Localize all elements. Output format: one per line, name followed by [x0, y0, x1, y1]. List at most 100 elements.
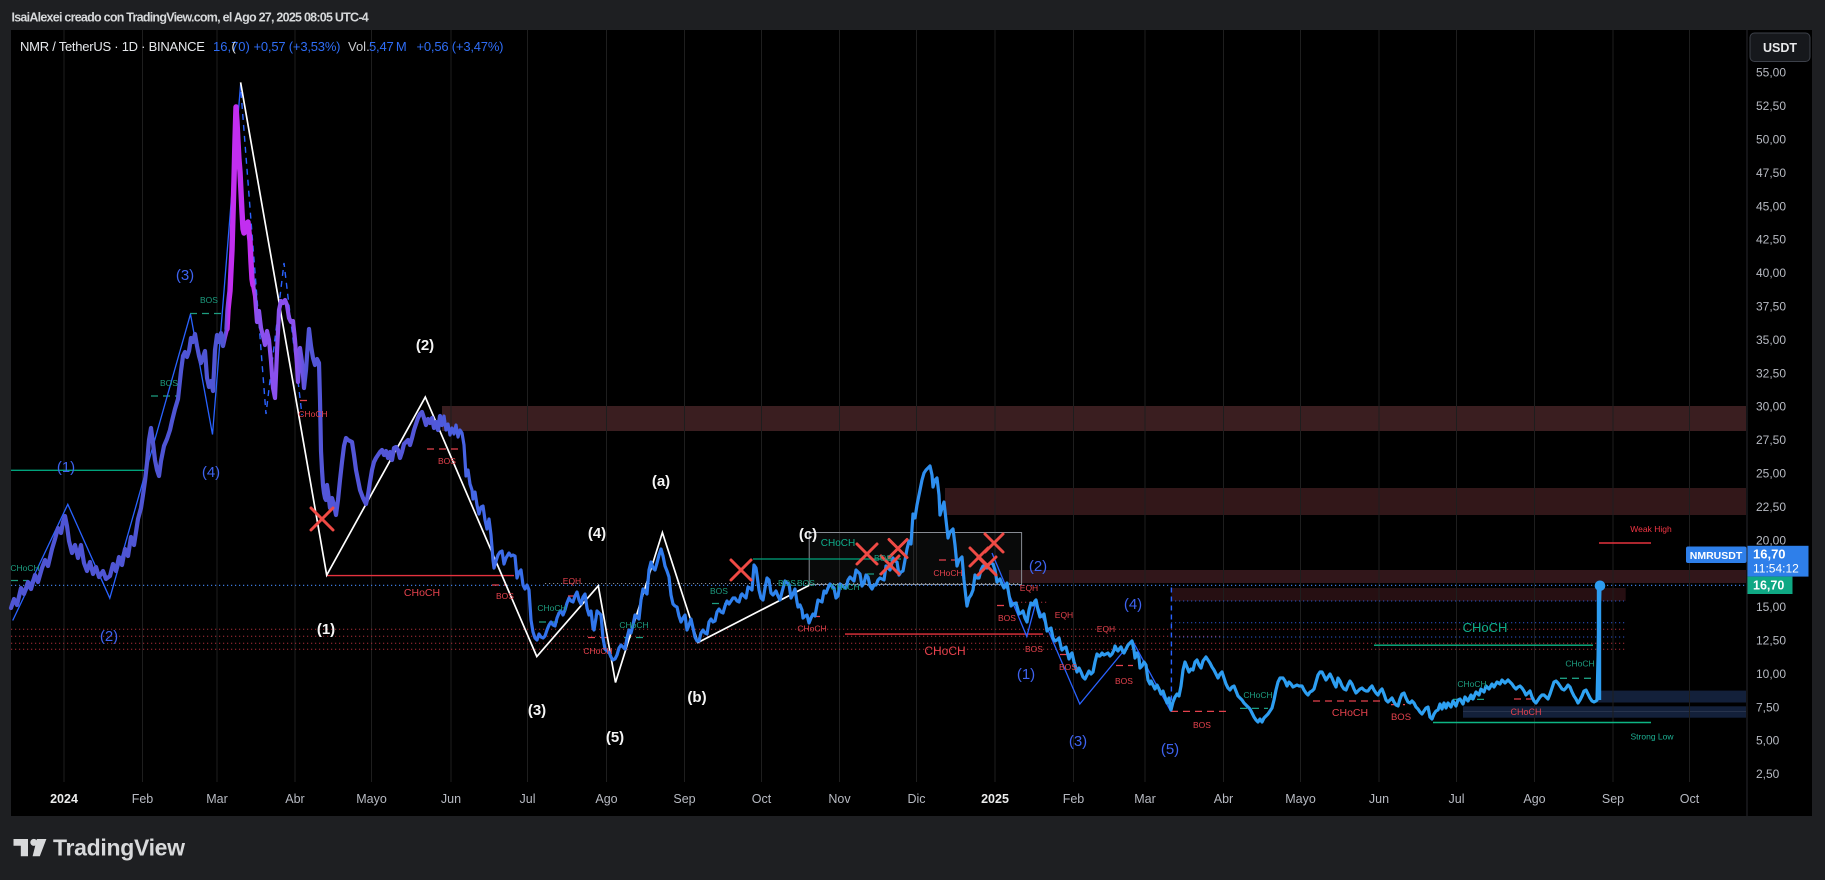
svg-text:Abr: Abr [1214, 792, 1233, 806]
svg-text:Jun: Jun [441, 792, 461, 806]
svg-text:16,70: 16,70 [1753, 547, 1786, 562]
svg-text:EQH: EQH [1055, 610, 1073, 620]
svg-text:EQH: EQH [1020, 583, 1038, 593]
svg-text:2025: 2025 [981, 792, 1009, 806]
svg-text:(: ( [232, 39, 237, 54]
svg-text:Oct: Oct [1680, 792, 1700, 806]
svg-text:CHoCH: CHoCH [1332, 707, 1368, 719]
svg-text:10,00: 10,00 [1756, 667, 1786, 681]
svg-text:15,00: 15,00 [1756, 600, 1786, 614]
svg-text:BOS: BOS [797, 578, 815, 588]
svg-text:+0,56 (+3,47%): +0,56 (+3,47%) [417, 39, 504, 54]
svg-text:11:54:12: 11:54:12 [1753, 562, 1799, 576]
svg-text:TradingView: TradingView [53, 835, 185, 861]
svg-text:CHoCH: CHoCH [583, 646, 612, 656]
svg-text:Feb: Feb [132, 792, 154, 806]
svg-text:16,70: 16,70 [1753, 579, 1784, 593]
svg-text:(4): (4) [1124, 596, 1142, 613]
svg-text:Jul: Jul [1449, 792, 1465, 806]
svg-text:BOS: BOS [1059, 662, 1077, 672]
svg-text:CHoCH: CHoCH [404, 587, 440, 599]
svg-text:BOS: BOS [1115, 676, 1133, 686]
svg-text:CHoCH: CHoCH [298, 409, 327, 419]
svg-text:32,50: 32,50 [1756, 366, 1786, 380]
svg-text:Weak High: Weak High [1630, 524, 1672, 534]
svg-text:5,47 M: 5,47 M [369, 39, 407, 54]
svg-text:+0,57 (+3,53%): +0,57 (+3,53%) [254, 39, 341, 54]
svg-text:Oct: Oct [752, 792, 772, 806]
svg-text:Mayo: Mayo [1285, 792, 1316, 806]
svg-text:CHoCH: CHoCH [537, 603, 566, 613]
svg-text:16,70): 16,70) [213, 39, 250, 54]
svg-text:IsaiAlexei creado con TradingV: IsaiAlexei creado con TradingView.com, e… [12, 11, 369, 25]
svg-text:Feb: Feb [1063, 792, 1085, 806]
svg-text:7,50: 7,50 [1756, 700, 1780, 714]
svg-text:(1): (1) [317, 621, 335, 638]
svg-text:CHoCH: CHoCH [1510, 707, 1541, 717]
svg-text:30,00: 30,00 [1756, 400, 1786, 414]
svg-text:CHoCH: CHoCH [1463, 620, 1508, 635]
svg-text:Mar: Mar [206, 792, 228, 806]
svg-text:Dic: Dic [907, 792, 925, 806]
svg-text:55,00: 55,00 [1756, 66, 1786, 80]
svg-text:(4): (4) [202, 464, 220, 481]
svg-text:Ago: Ago [595, 792, 617, 806]
svg-text:35,00: 35,00 [1756, 333, 1786, 347]
svg-text:USDT: USDT [1763, 41, 1797, 55]
svg-text:Nov: Nov [828, 792, 851, 806]
svg-text:(a): (a) [652, 473, 670, 490]
svg-text:EQH: EQH [1097, 624, 1115, 634]
svg-text:(1): (1) [1017, 666, 1035, 683]
svg-text:5,00: 5,00 [1756, 734, 1780, 748]
svg-text:CHoCH: CHoCH [1457, 679, 1486, 689]
svg-text:Mar: Mar [1134, 792, 1156, 806]
svg-text:2,50: 2,50 [1756, 767, 1780, 781]
svg-text:52,50: 52,50 [1756, 99, 1786, 113]
svg-text:BOS: BOS [200, 295, 218, 305]
svg-text:40,00: 40,00 [1756, 266, 1786, 280]
svg-text:12,50: 12,50 [1756, 634, 1786, 648]
svg-text:BOS: BOS [998, 613, 1016, 623]
svg-text:CHoCH: CHoCH [924, 644, 965, 658]
svg-text:Jun: Jun [1369, 792, 1389, 806]
svg-text:50,00: 50,00 [1756, 133, 1786, 147]
svg-text:BOS: BOS [874, 553, 892, 563]
svg-text:BOS: BOS [1025, 644, 1043, 654]
svg-text:Abr: Abr [285, 792, 304, 806]
svg-text:(5): (5) [606, 729, 624, 746]
svg-text:NMRUSDT: NMRUSDT [1690, 550, 1743, 562]
svg-text:EQH: EQH [563, 576, 581, 586]
svg-text:Jul: Jul [520, 792, 536, 806]
svg-text:BOS: BOS [1193, 720, 1211, 730]
svg-text:Vol.: Vol. [348, 39, 370, 54]
svg-text:BOS: BOS [438, 456, 456, 466]
svg-text:(b): (b) [687, 689, 706, 706]
svg-text:37,50: 37,50 [1756, 300, 1786, 314]
svg-text:(3): (3) [528, 702, 546, 719]
svg-text:Strong Low: Strong Low [1631, 732, 1675, 742]
svg-text:(3): (3) [1069, 733, 1087, 750]
svg-text:22,50: 22,50 [1756, 500, 1786, 514]
svg-text:Ago: Ago [1523, 792, 1545, 806]
svg-text:BOS: BOS [160, 378, 178, 388]
svg-text:CHoCH: CHoCH [1565, 659, 1594, 669]
svg-text:CHoCH: CHoCH [1243, 690, 1272, 700]
svg-text:(c): (c) [799, 526, 817, 543]
svg-text:20,00: 20,00 [1756, 533, 1786, 547]
svg-text:Mayo: Mayo [356, 792, 387, 806]
svg-text:BOS: BOS [1391, 712, 1411, 723]
svg-text:BOS: BOS [496, 591, 514, 601]
svg-text:2024: 2024 [50, 792, 78, 806]
svg-text:25,00: 25,00 [1756, 467, 1786, 481]
svg-text:(4): (4) [588, 525, 606, 542]
svg-text:CHoCH: CHoCH [830, 582, 859, 592]
svg-text:BOS: BOS [710, 586, 728, 596]
svg-text:27,50: 27,50 [1756, 433, 1786, 447]
svg-text:NMR / TetherUS · 1D · BINANCE: NMR / TetherUS · 1D · BINANCE [20, 39, 205, 54]
svg-text:42,50: 42,50 [1756, 233, 1786, 247]
svg-text:(2): (2) [100, 628, 118, 645]
svg-text:Sep: Sep [673, 792, 695, 806]
svg-text:(1): (1) [57, 459, 75, 476]
svg-text:(2): (2) [416, 337, 434, 354]
svg-text:CHoCH: CHoCH [10, 563, 39, 573]
